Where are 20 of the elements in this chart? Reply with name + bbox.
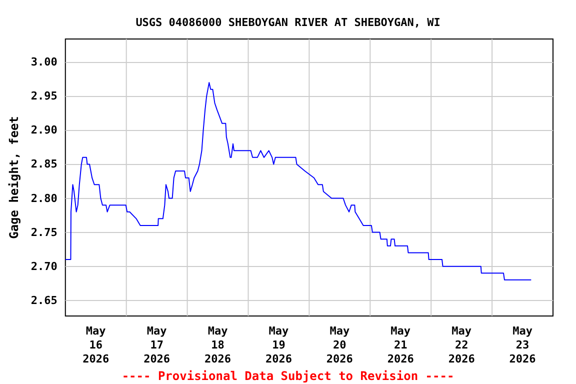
x-tick-label: May 17 2026 <box>144 324 170 366</box>
y-tick-label: 2.70 <box>30 260 58 273</box>
x-tick-label: May 21 2026 <box>387 324 414 366</box>
x-tick-label: May 18 2026 <box>204 324 232 366</box>
x-tick-label: May 16 2026 <box>82 324 110 366</box>
y-axis-title: Gage height, feet <box>7 116 21 239</box>
x-tick-label: May 22 2026 <box>448 324 476 366</box>
x-tick-label: May 20 2026 <box>326 324 354 366</box>
chart-title: USGS 04086000 SHEBOYGAN RIVER AT SHEBOYGAN, WI <box>136 16 440 29</box>
y-tick-label: 2.90 <box>30 124 58 137</box>
y-tick-label: 2.85 <box>30 158 58 171</box>
y-tick-label: 2.75 <box>30 226 58 239</box>
x-tick-label: May 19 2026 <box>265 324 292 366</box>
line-series <box>64 82 532 280</box>
y-tick-label: 2.95 <box>30 90 58 103</box>
x-tick-label: May 23 2026 <box>509 324 536 366</box>
y-tick-label: 2.80 <box>30 192 58 205</box>
y-tick-label: 3.00 <box>30 56 58 69</box>
text: ---- Provisional Data Subject to Revision ---- <box>122 369 454 383</box>
y-tick-label: 2.65 <box>30 294 58 307</box>
